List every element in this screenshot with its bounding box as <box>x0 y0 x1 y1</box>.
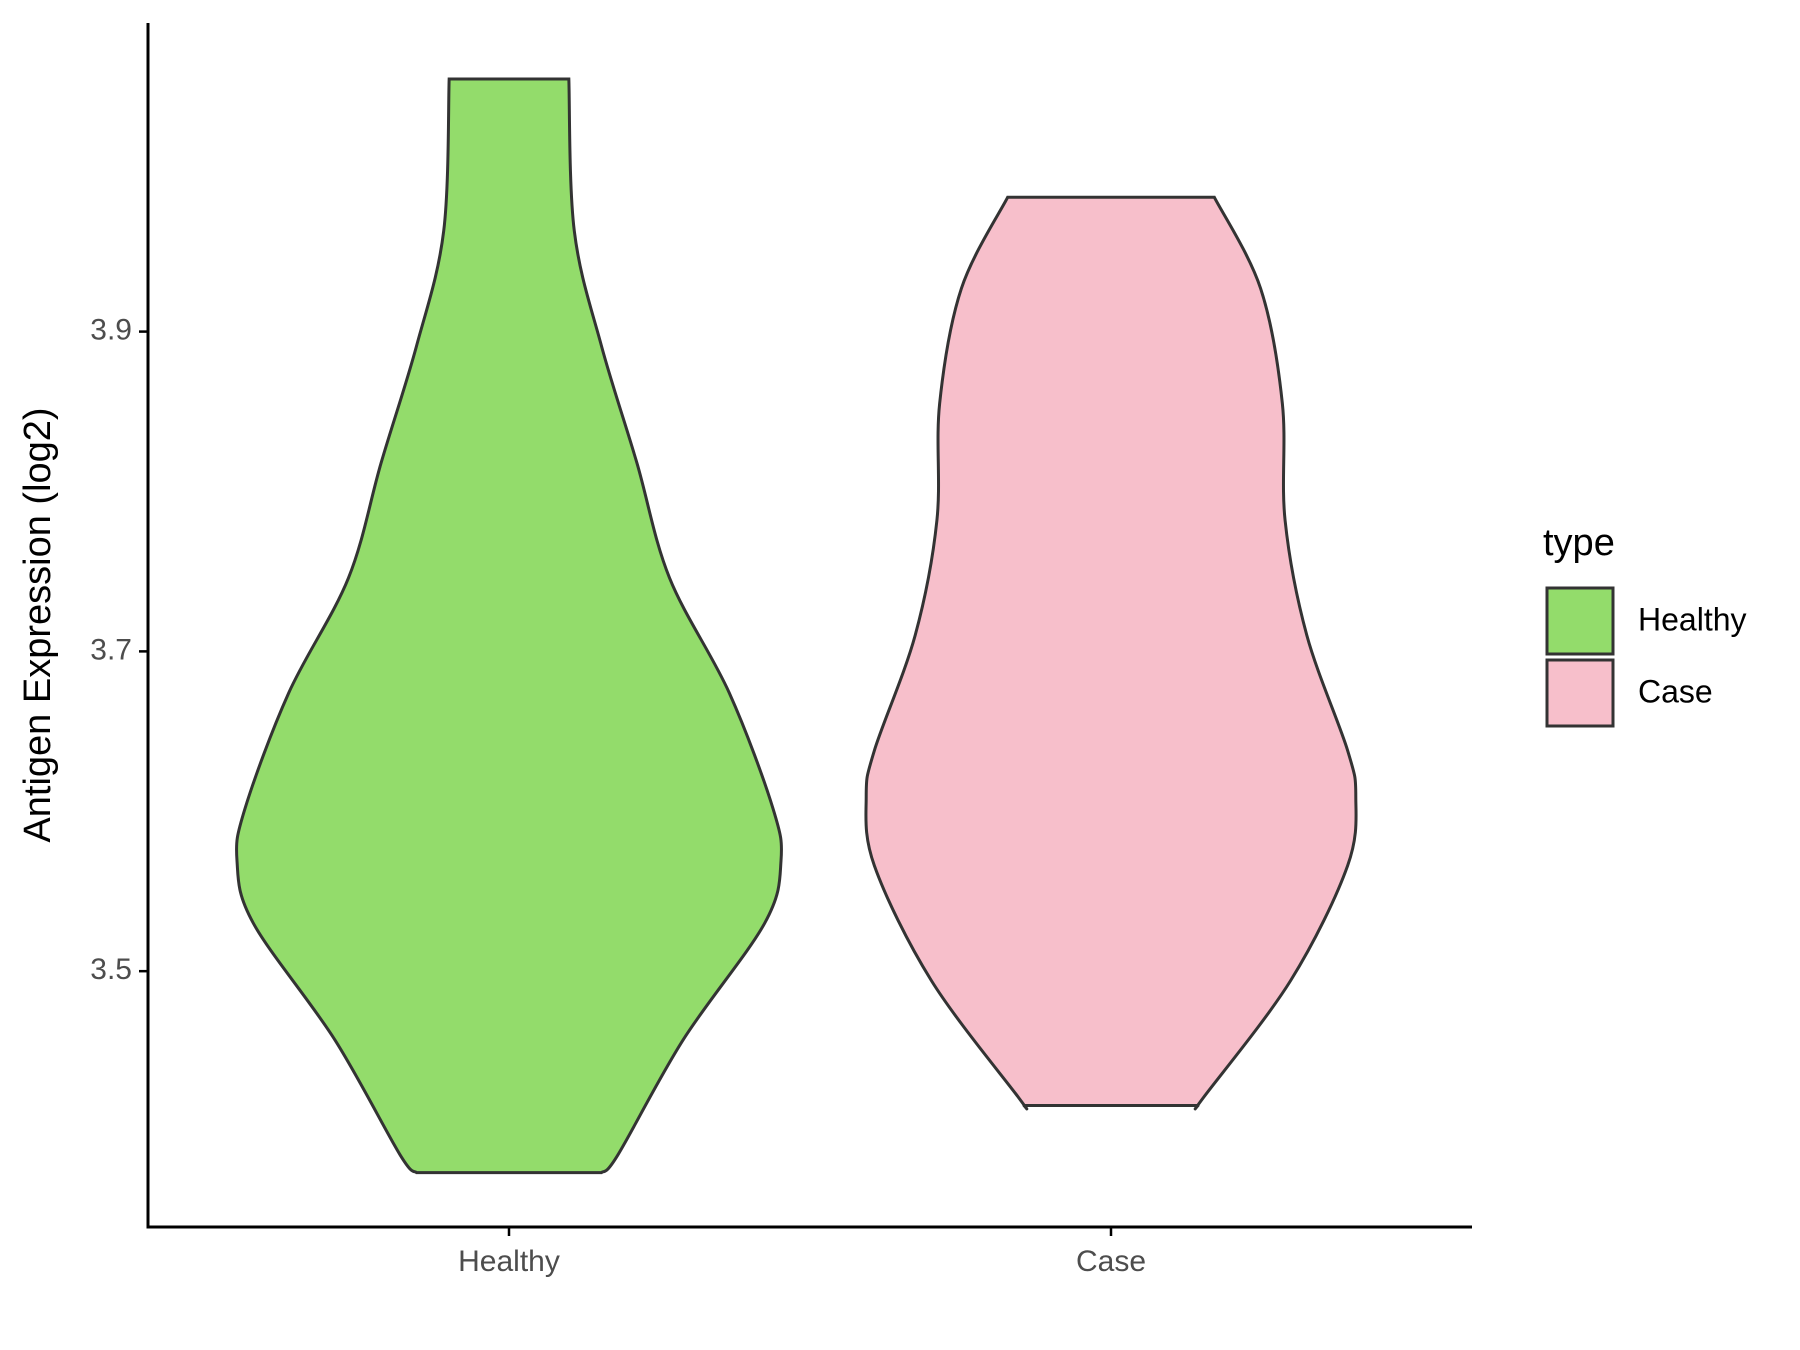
x-tick-label: Case <box>1076 1245 1146 1278</box>
legend-label: Healthy <box>1638 601 1747 637</box>
legend-key <box>1545 586 1615 656</box>
legend-title: type <box>1543 522 1615 564</box>
x-tick-label: Healthy <box>458 1245 560 1278</box>
violin <box>234 77 784 1175</box>
legend-label: Case <box>1638 673 1713 709</box>
y-tick-label: 3.9 <box>90 314 132 347</box>
y-axis-label: Antigen Expression (log2) <box>17 407 59 842</box>
y-tick-label: 3.7 <box>90 633 132 666</box>
violin <box>864 195 1358 1111</box>
legend-key <box>1545 658 1615 728</box>
y-tick-label: 3.5 <box>90 953 132 986</box>
